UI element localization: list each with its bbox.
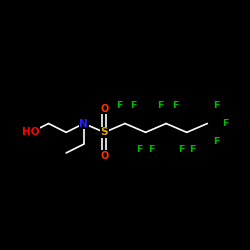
Text: HO: HO [22,127,40,137]
Text: F: F [148,146,155,154]
Text: F: F [172,102,178,110]
Text: F: F [213,137,220,146]
Text: O: O [100,151,108,161]
Text: F: F [157,102,164,110]
Text: F: F [136,146,143,154]
Text: F: F [213,102,220,110]
Text: F: F [130,102,137,110]
Text: O: O [100,104,108,114]
Text: N: N [80,118,88,128]
Text: F: F [222,119,228,128]
Text: S: S [101,127,108,137]
Text: F: F [190,146,196,154]
Text: F: F [178,146,184,154]
Text: F: F [116,102,122,110]
